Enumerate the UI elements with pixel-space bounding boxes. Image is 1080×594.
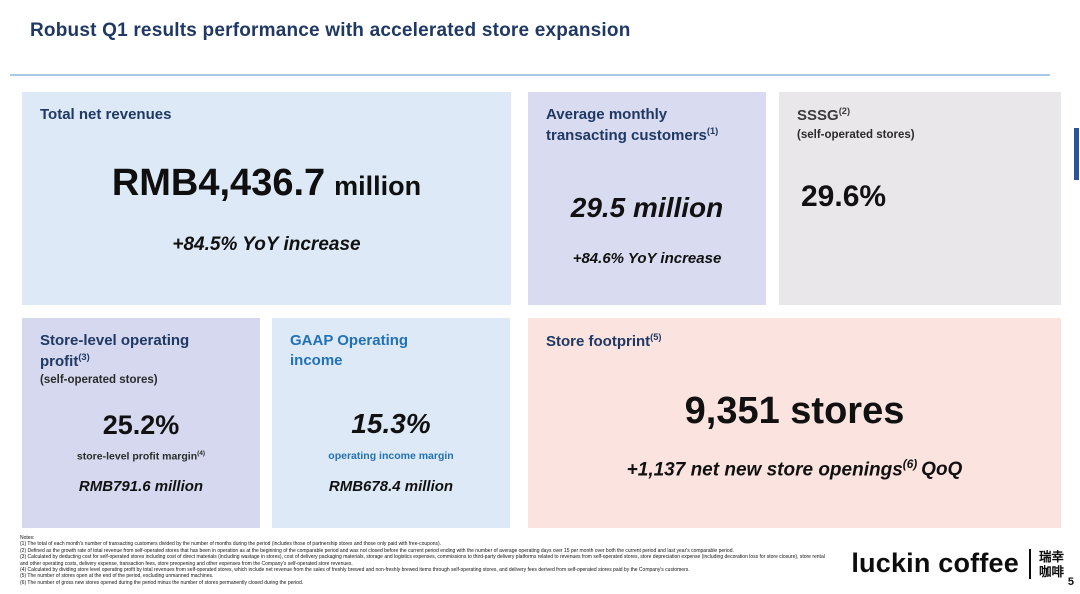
footnote-item: (6) The number of gross new stores opene… bbox=[20, 579, 304, 586]
store-footprint-change-suffix: QoQ bbox=[921, 459, 963, 481]
card-monthly-customers: Average monthly transacting customers(1)… bbox=[528, 92, 766, 305]
footnote-item: (2) Defined as the growth rate of total … bbox=[20, 547, 734, 554]
footnote-item: (4) Calculated by dividing store level o… bbox=[20, 567, 690, 574]
store-footprint-change: +1,137 net new store openings(6) QoQ bbox=[528, 458, 1061, 481]
footnote-superscript: (2) bbox=[838, 106, 851, 116]
card-heading-sssg: SSSG(2) (self-operated stores) bbox=[797, 105, 915, 142]
logo-chinese-text: 瑞幸 咖啡 bbox=[1039, 549, 1064, 579]
card-heading-gaap: GAAP Operating income bbox=[290, 331, 408, 370]
card-subheading: (self-operated stores) bbox=[40, 374, 158, 386]
monthly-customers-change: +84.6% YoY increase bbox=[572, 250, 722, 267]
margin-label-text: store-level profit margin bbox=[76, 450, 198, 463]
logo-divider bbox=[1028, 548, 1031, 579]
footnote-superscript: (4) bbox=[197, 450, 206, 457]
card-store-level-operating-profit: Store-level operating profit(3) (self-op… bbox=[22, 318, 260, 528]
gaap-income-amount: RMB678.4 million bbox=[328, 478, 454, 495]
card-heading-line2: profit bbox=[40, 352, 79, 370]
footnote-superscript: (5) bbox=[650, 332, 662, 342]
net-revenues-amount: RMB4,436.7 bbox=[111, 162, 326, 204]
card-heading-line2: transacting customers bbox=[546, 126, 707, 144]
net-revenues-change: +84.5% YoY increase bbox=[172, 234, 361, 255]
store-footprint-value: 9,351 stores bbox=[684, 390, 905, 432]
card-heading-store-profit: Store-level operating profit(3) (self-op… bbox=[40, 331, 189, 388]
card-store-footprint: Store footprint(5) 9,351 stores +1,137 n… bbox=[528, 318, 1061, 528]
page-title: Robust Q1 results performance with accel… bbox=[30, 20, 631, 41]
page-number: 5 bbox=[1067, 576, 1074, 588]
footnote-superscript: (1) bbox=[706, 125, 719, 136]
card-heading-line1: GAAP Operating bbox=[290, 332, 409, 349]
store-profit-value: 25.2% bbox=[102, 410, 180, 440]
card-heading-store-footprint: Store footprint(5) bbox=[546, 331, 662, 352]
title-divider bbox=[10, 74, 1050, 76]
footnote-item: (1) The total of each month's number of … bbox=[20, 541, 442, 548]
card-heading-text: SSSG bbox=[797, 107, 839, 124]
card-sssg: SSSG(2) (self-operated stores) 29.6% bbox=[779, 92, 1061, 305]
store-profit-amount: RMB791.6 million bbox=[78, 478, 204, 495]
footnotes-label: Notes: bbox=[20, 535, 35, 541]
card-heading-text: Total net revenues bbox=[40, 106, 172, 123]
card-heading-line2: income bbox=[290, 351, 343, 369]
card-heading-net-revenues: Total net revenues bbox=[40, 105, 171, 125]
gaap-income-value: 15.3% bbox=[351, 408, 431, 439]
card-heading-line1: Store-level operating bbox=[40, 332, 190, 349]
card-heading-monthly-customers: Average monthly transacting customers(1) bbox=[546, 105, 718, 145]
store-footprint-change-text: +1,137 net new store openings bbox=[626, 459, 903, 481]
logo-chinese-line1: 瑞幸 bbox=[1038, 548, 1064, 564]
sssg-value: 29.6% bbox=[801, 180, 887, 213]
footnotes: Notes: (1) The total of each month's num… bbox=[20, 535, 825, 586]
logo-wordmark: luckin coffee bbox=[851, 548, 1019, 578]
card-total-net-revenues: Total net revenues RMB4,436.7 million +84… bbox=[22, 92, 511, 305]
card-gaap-operating-income: GAAP Operating income 15.3% operating in… bbox=[272, 318, 510, 528]
footnote-superscript: (3) bbox=[78, 351, 90, 362]
footnote-item: (5) The number of stores open at the end… bbox=[20, 573, 214, 580]
monthly-customers-value: 29.5 million bbox=[570, 192, 724, 223]
card-heading-text: Store footprint bbox=[546, 333, 651, 350]
net-revenues-value: RMB4,436.7 million bbox=[22, 162, 511, 205]
gaap-income-margin-label: operating income margin bbox=[328, 450, 454, 462]
net-revenues-unit: million bbox=[334, 171, 422, 201]
scrollbar-thumb[interactable] bbox=[1074, 128, 1079, 180]
footnote-item: (3) Calculated by deducting cost for sel… bbox=[20, 554, 825, 567]
footnote-superscript: (6) bbox=[902, 458, 918, 471]
luckin-coffee-logo: luckin coffee 瑞幸 咖啡 bbox=[851, 548, 1064, 579]
card-heading-line1: Average monthly bbox=[546, 106, 668, 123]
store-profit-margin-label: store-level profit margin(4) bbox=[22, 450, 260, 463]
card-subheading: (self-operated stores) bbox=[797, 128, 915, 141]
logo-chinese-line2: 咖啡 bbox=[1038, 563, 1064, 579]
